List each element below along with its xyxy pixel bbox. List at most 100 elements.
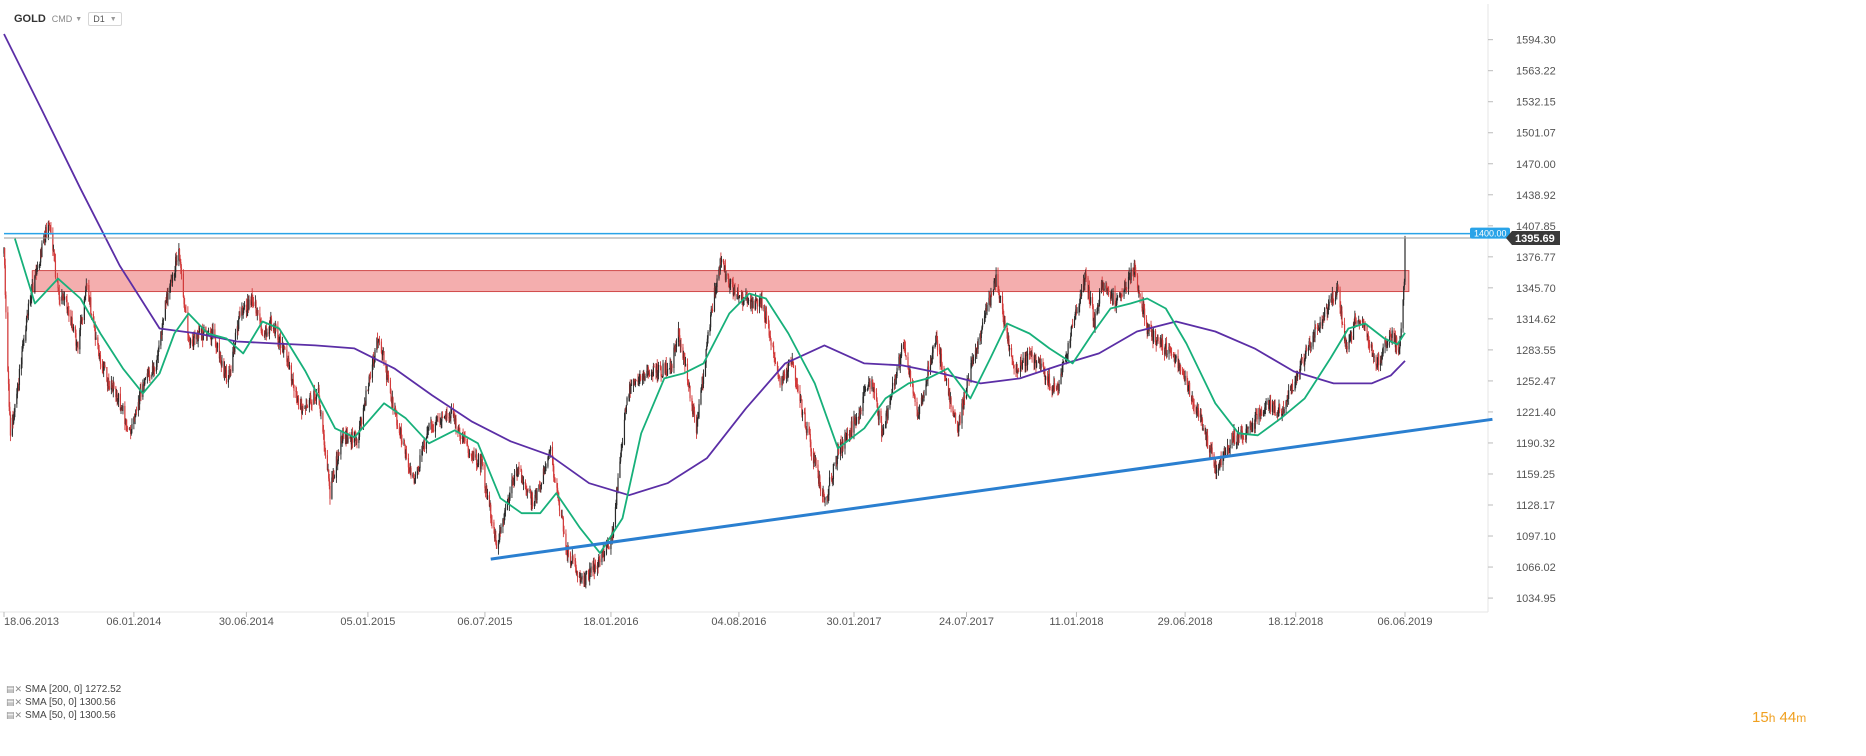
candle-body	[887, 407, 889, 419]
candle-body	[764, 307, 766, 319]
candle-body	[601, 553, 603, 563]
candle-body	[1379, 359, 1382, 366]
candle-body	[1007, 339, 1009, 342]
candle-body	[848, 433, 851, 436]
candle-body	[1191, 395, 1193, 402]
candle-body	[116, 394, 118, 403]
time-axis[interactable]: 18.06.2013 06.01.2014 30.06.2014 05.01.2015…	[0, 611, 1488, 628]
candle-body	[1390, 335, 1392, 337]
candle-body	[1033, 355, 1035, 364]
candle-body	[1388, 331, 1391, 343]
candle-body	[1106, 285, 1108, 291]
candle-body	[1327, 306, 1330, 310]
price-axis[interactable]: 1594.301563.221532.151501.071470.001438.…	[1470, 35, 1560, 605]
x-tick-label: 06.06.2019	[1377, 616, 1432, 628]
settings-close-icon[interactable]: ▤✕	[6, 697, 23, 707]
candle-body	[1223, 448, 1225, 453]
candle-body	[701, 386, 703, 391]
candle-body	[419, 455, 421, 469]
candle-body	[459, 436, 462, 440]
settings-close-icon[interactable]: ▤✕	[6, 710, 23, 720]
candle-body	[94, 323, 96, 328]
candle-body	[1276, 414, 1278, 416]
candle-body	[242, 310, 244, 316]
candle-body	[796, 384, 798, 385]
candle-body	[1024, 357, 1026, 366]
candle-body	[702, 376, 705, 384]
candle-body	[301, 406, 303, 414]
candle-body	[952, 406, 954, 415]
candle-body	[502, 519, 505, 524]
candle-body	[1228, 450, 1230, 451]
legend-item-sma200[interactable]: ▤✕ SMA [200, 0] 1272.52	[6, 683, 121, 696]
candle-body	[840, 442, 842, 444]
candle-body	[22, 344, 24, 352]
candle-body	[1333, 300, 1335, 302]
candle-body	[579, 575, 581, 582]
candle-body	[1265, 401, 1267, 405]
candle-body	[252, 302, 255, 307]
candle-body	[1080, 290, 1083, 296]
candle-body	[808, 428, 810, 433]
candle-body	[238, 318, 240, 329]
candle-body	[259, 313, 261, 321]
candle-body	[1281, 413, 1283, 416]
candle-body	[675, 345, 677, 347]
candle-body	[117, 401, 119, 403]
candle-body	[1358, 319, 1360, 324]
market-selector[interactable]: CMD ▼	[52, 14, 82, 24]
legend-item-sma50[interactable]: ▤✕ SMA [50, 0] 1300.56	[6, 696, 121, 709]
candle-body	[792, 359, 794, 365]
legend-label: SMA [50, 0] 1300.56	[25, 697, 116, 708]
candle-body	[1304, 359, 1306, 365]
candle-body	[841, 442, 843, 453]
settings-close-icon[interactable]: ▤✕	[6, 684, 23, 694]
candle-body	[142, 384, 145, 387]
sma50-line[interactable]	[14, 238, 1406, 554]
candle-body	[76, 342, 78, 344]
candle-body	[837, 448, 839, 456]
candle-body	[1278, 404, 1280, 411]
candle-body	[320, 412, 322, 414]
candle-body	[917, 412, 919, 419]
candle-body	[670, 365, 672, 374]
candle-body	[310, 395, 312, 404]
candle-body	[448, 417, 451, 419]
candle-body	[788, 362, 790, 364]
candle-body	[666, 372, 668, 376]
candle-body	[1249, 426, 1251, 428]
candle-body	[1317, 328, 1319, 330]
level-lines	[4, 232, 1493, 561]
candle-body	[881, 430, 883, 437]
y-tick-label: 1501.07	[1516, 128, 1556, 140]
candle-body	[1142, 308, 1144, 315]
candle-body	[459, 432, 461, 437]
legend-item-sma50b[interactable]: ▤✕ SMA [50, 0] 1300.56	[6, 709, 121, 722]
interval-selector[interactable]: D1 ▼	[88, 12, 122, 26]
candle-body	[1134, 262, 1136, 268]
support-trendline[interactable]	[490, 417, 1493, 561]
candle-body	[614, 507, 617, 525]
candle-body	[29, 300, 31, 304]
candle-body	[274, 326, 276, 334]
candle-body	[896, 368, 898, 377]
candle-body	[210, 337, 212, 341]
candle-body	[225, 370, 227, 374]
sma200-line[interactable]	[3, 33, 1406, 497]
candle-body	[961, 403, 963, 424]
candle-body	[1277, 414, 1279, 417]
candle-body	[846, 434, 848, 436]
candle-body	[1042, 363, 1044, 366]
candle-body	[59, 299, 61, 301]
candle-body	[809, 433, 811, 442]
candle-body	[648, 372, 651, 377]
candle-body	[1398, 348, 1400, 353]
candle-body	[851, 421, 853, 433]
candle-body	[412, 474, 414, 477]
candle-body	[1186, 375, 1188, 382]
candle-body	[900, 356, 902, 358]
candle-body	[637, 380, 639, 382]
candle-body	[1243, 438, 1245, 440]
candle-body	[642, 374, 644, 379]
